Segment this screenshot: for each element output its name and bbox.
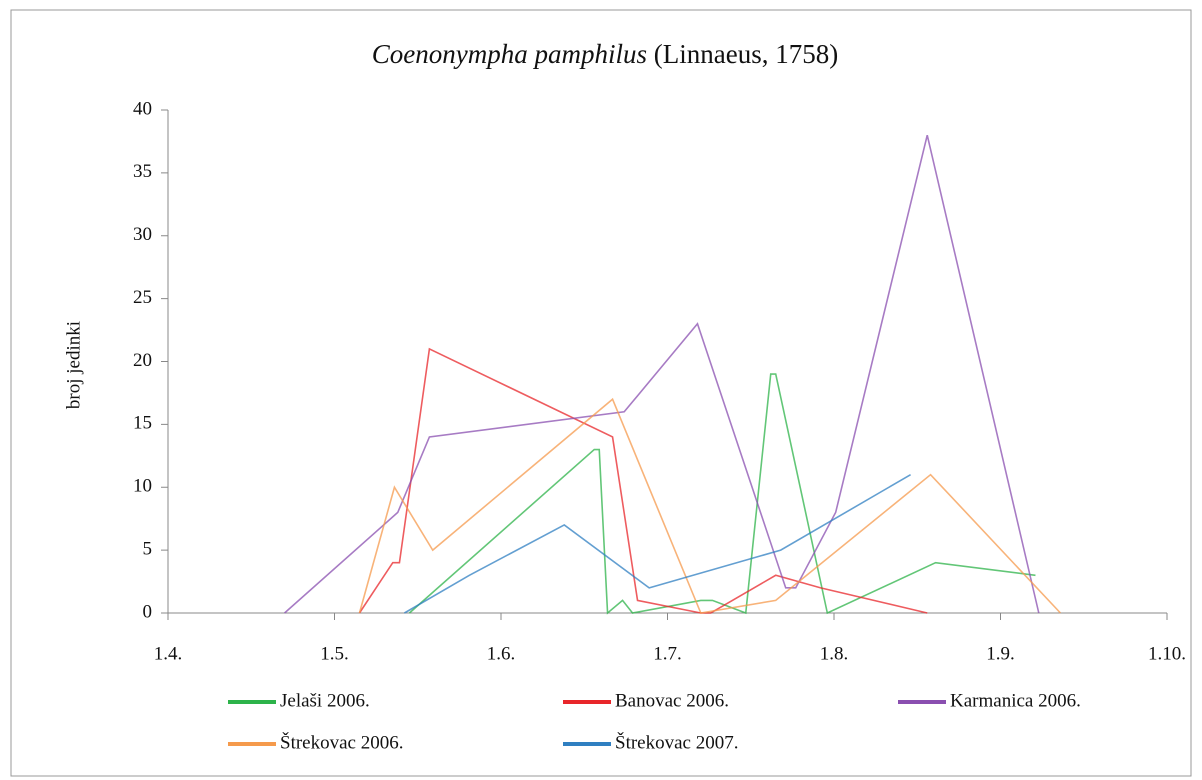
title-species: Coenonympha pamphilus [372, 39, 647, 69]
chart-frame [10, 9, 1192, 777]
y-tick-label: 10 [133, 476, 152, 497]
x-tick-label: 1.6. [487, 643, 516, 664]
series-line [358, 397, 1062, 614]
y-tick-label: 0 [143, 601, 153, 622]
series-line [284, 134, 1040, 614]
series-line [404, 473, 911, 614]
y-tick-label: 30 [133, 224, 152, 245]
chart-title: Coenonympha pamphilus (Linnaeus, 1758) [372, 39, 838, 69]
x-tick-label: 1.9. [986, 643, 1015, 664]
series-line [408, 373, 1036, 615]
x-tick-label: 1.5. [320, 643, 349, 664]
x-tick-label: 1.4. [154, 643, 183, 664]
legend-label: Banovac 2006. [615, 690, 729, 711]
y-tick-label: 35 [133, 161, 152, 182]
legend-label: Karmanica 2006. [950, 690, 1081, 711]
y-tick-label: 25 [133, 287, 152, 308]
y-axis-label: broj jedinki [63, 321, 84, 409]
y-tick-label: 20 [133, 350, 152, 371]
series-line [358, 347, 928, 614]
y-tick-label: 5 [143, 538, 153, 559]
y-tick-label: 15 [133, 413, 152, 434]
legend-label: Štrekovac 2007. [615, 731, 738, 753]
x-tick-label: 1.10. [1148, 643, 1186, 664]
legend-label: Štrekovac 2006. [280, 731, 403, 753]
x-tick-label: 1.8. [820, 643, 849, 664]
x-tick-label: 1.7. [653, 643, 682, 664]
title-author: (Linnaeus, 1758) [654, 39, 838, 69]
legend-label: Jelaši 2006. [280, 690, 370, 711]
y-tick-label: 40 [133, 98, 152, 119]
